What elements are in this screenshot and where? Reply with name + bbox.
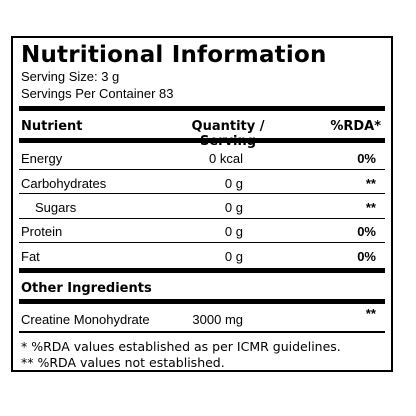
row-qty-fat: 0 g xyxy=(224,249,243,264)
row-divider xyxy=(19,218,385,219)
divider xyxy=(19,331,385,333)
row-rda-energy: 0% xyxy=(357,151,376,166)
row-rda-carbohydrates: ** xyxy=(365,176,376,191)
ingredient-qty: 3000 mg xyxy=(192,312,243,327)
other-ingredients-heading: Other Ingredients xyxy=(21,281,152,296)
divider-thick xyxy=(19,268,385,273)
row-name-energy: Energy xyxy=(21,151,63,166)
divider-thick xyxy=(19,299,385,304)
divider-thick xyxy=(19,106,385,111)
row-rda-fat: 0% xyxy=(357,249,376,264)
footnote-not-established: ** %RDA values not established. xyxy=(21,355,225,370)
row-divider xyxy=(19,242,385,243)
row-qty-protein: 0 g xyxy=(224,224,243,239)
serving-size: Serving Size: 3 g xyxy=(21,69,120,84)
header-rda: %RDA* xyxy=(330,119,381,134)
row-rda-sugars: ** xyxy=(365,200,376,215)
row-divider xyxy=(19,193,385,194)
divider-thick xyxy=(19,138,385,143)
row-rda-protein: 0% xyxy=(357,224,376,239)
row-qty-energy: 0 kcal xyxy=(209,151,243,166)
header-nutrient: Nutrient xyxy=(21,119,83,134)
footnote-icmr: * %RDA values established as per ICMR gu… xyxy=(21,339,341,354)
nutrition-facts-panel: Nutritional Information Serving Size: 3 … xyxy=(11,36,393,372)
row-qty-sugars: 0 g xyxy=(224,200,243,215)
row-divider xyxy=(19,169,385,170)
servings-per-container: Servings Per Container 83 xyxy=(21,86,174,101)
panel-title: Nutritional Information xyxy=(21,42,327,68)
row-name-protein: Protein xyxy=(21,224,63,239)
ingredient-rda: ** xyxy=(365,306,376,321)
row-name-sugars: Sugars xyxy=(35,200,77,215)
row-name-fat: Fat xyxy=(21,249,40,264)
row-qty-carbohydrates: 0 g xyxy=(224,176,243,191)
row-name-carbohydrates: Carbohydrates xyxy=(21,176,107,191)
ingredient-name: Creatine Monohydrate xyxy=(21,312,150,327)
